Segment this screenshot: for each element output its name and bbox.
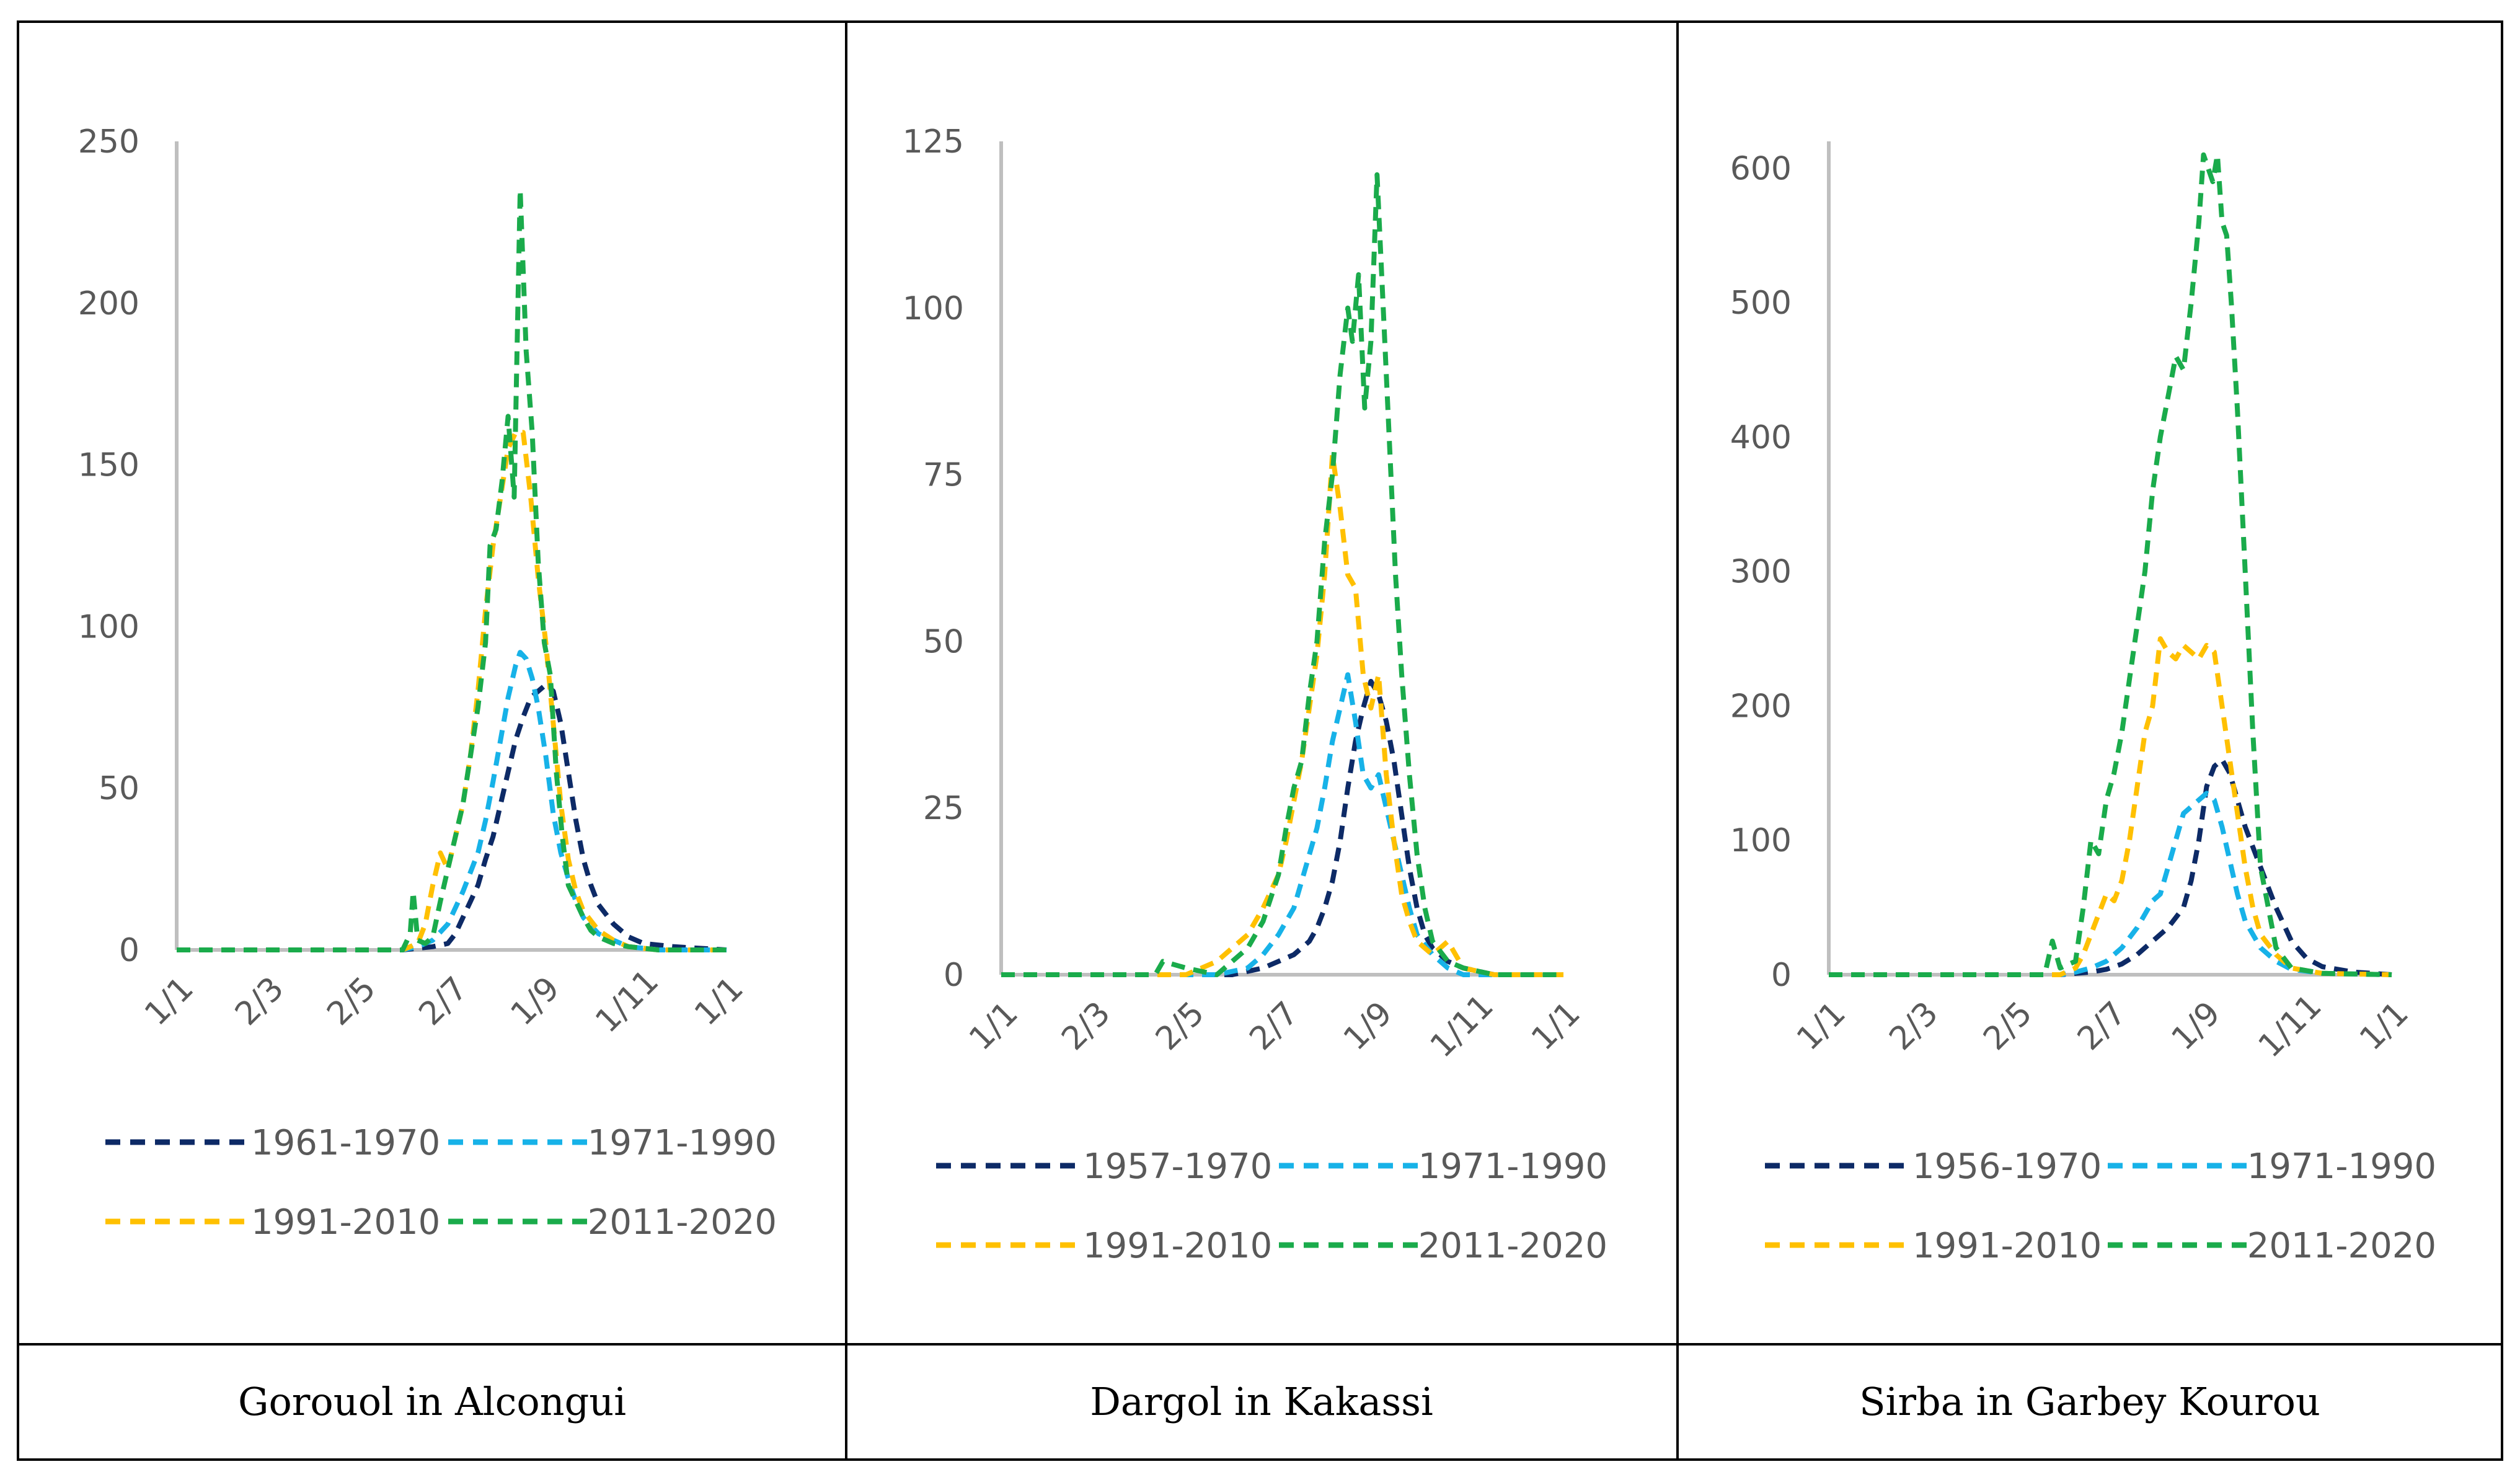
series-line-1971-1990 (177, 652, 727, 950)
x-tick-label: 2/3 (1882, 995, 1945, 1058)
legend-label: 2011-2020 (588, 1202, 777, 1243)
caption-dargol: Dargol in Kakassi (1090, 1379, 1433, 1424)
x-tick-label: 2/7 (412, 970, 475, 1033)
y-tick-label: 200 (78, 285, 139, 322)
y-tick-label: 100 (1730, 822, 1792, 859)
y-tick-label: 100 (78, 608, 139, 645)
y-tick-label: 125 (903, 123, 964, 161)
y-tick-label: 100 (903, 290, 964, 327)
legend-label: 1957-1970 (1083, 1146, 1272, 1187)
x-tick-label: 1/1 (138, 970, 201, 1033)
y-tick-label: 600 (1730, 150, 1792, 187)
legend-label: 1971-1990 (1418, 1146, 1607, 1187)
x-tick-label: 1/1 (687, 970, 751, 1033)
y-tick-label: 50 (99, 770, 139, 807)
legend-label: 1956-1970 (1912, 1146, 2102, 1187)
series-line-1971-1990 (1829, 793, 2392, 975)
y-tick-label: 0 (119, 932, 139, 969)
x-tick-label: 1/11 (1423, 987, 1501, 1065)
series-line-1991-2010 (1829, 639, 2392, 975)
y-tick-label: 200 (1730, 688, 1792, 725)
legend-label: 1991-2010 (1912, 1226, 2102, 1266)
y-tick-label: 0 (1771, 957, 1792, 994)
y-tick-label: 400 (1730, 419, 1792, 456)
chart-panel-gorouol: 0 50 100 150 200 250 1/1 2/3 2/5 2/7 1/9 1/11 1/1 196… (78, 123, 777, 1243)
legend-label: 1971-1990 (2247, 1146, 2436, 1187)
x-tick-label: 1/9 (1337, 995, 1400, 1058)
x-tick-label: 1/11 (588, 962, 666, 1040)
y-tick-label: 300 (1730, 554, 1792, 591)
series-line-2011-2020 (1829, 155, 2392, 975)
caption-sirba: Sirba in Garbey Kourou (1859, 1379, 2320, 1424)
series-line-1971-1990 (1001, 675, 1563, 975)
y-tick-label: 25 (923, 790, 964, 827)
x-tick-label: 2/5 (320, 970, 383, 1033)
legend-label: 1971-1990 (588, 1123, 777, 1163)
legend-label: 2011-2020 (1418, 1226, 1607, 1266)
y-tick-label: 500 (1730, 285, 1792, 322)
x-tick-label: 2/5 (1149, 995, 1212, 1058)
y-tick-label: 0 (944, 957, 964, 994)
y-tick-label: 150 (78, 447, 139, 484)
legend-label: 1961-1970 (251, 1123, 440, 1163)
x-tick-label: 2/3 (1054, 995, 1118, 1058)
x-tick-label: 2/7 (2071, 995, 2134, 1058)
x-tick-label: 1/1 (1524, 995, 1588, 1058)
series-line-2011-2020 (177, 190, 727, 950)
legend-label: 2011-2020 (2247, 1226, 2436, 1266)
x-tick-label: 2/7 (1242, 995, 1306, 1058)
figure-panel-table: 0501001502002501/1 2/3 2/5 2/7 1/9 1/11 1/1196… (0, 0, 2520, 1472)
caption-gorouol: Gorouol in Alcongui (238, 1379, 626, 1424)
chart-panel-sirba: 0 100 200 300 400 500 600 1/1 2/3 2/5 2/7 1/9 1/11 1/… (1730, 141, 2436, 1266)
x-tick-label: 1/11 (2252, 987, 2329, 1065)
y-tick-label: 50 (923, 623, 964, 660)
series-line-1991-2010 (1001, 454, 1563, 975)
x-tick-label: 1/1 (2353, 995, 2416, 1058)
y-tick-label: 75 (923, 457, 964, 494)
x-tick-label: 1/1 (962, 995, 1025, 1058)
series-line-1991-2010 (177, 432, 727, 950)
x-tick-label: 1/9 (2165, 995, 2228, 1058)
x-tick-label: 1/9 (504, 970, 567, 1033)
x-tick-label: 2/3 (228, 970, 291, 1033)
x-tick-label: 1/1 (1790, 995, 1853, 1058)
legend-label: 1991-2010 (251, 1202, 440, 1243)
series-line-2011-2020 (1001, 175, 1563, 975)
legend-label: 1991-2010 (1083, 1226, 1272, 1266)
chart-panel-dargol: 0 25 50 75 100 125 1/1 2/3 2/5 2/7 1/9 1/11 1/1 1957-… (903, 123, 1607, 1266)
y-tick-label: 250 (78, 123, 139, 161)
x-tick-label: 2/5 (1976, 995, 2040, 1058)
